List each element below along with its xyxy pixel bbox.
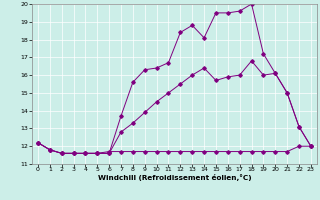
X-axis label: Windchill (Refroidissement éolien,°C): Windchill (Refroidissement éolien,°C) bbox=[98, 174, 251, 181]
